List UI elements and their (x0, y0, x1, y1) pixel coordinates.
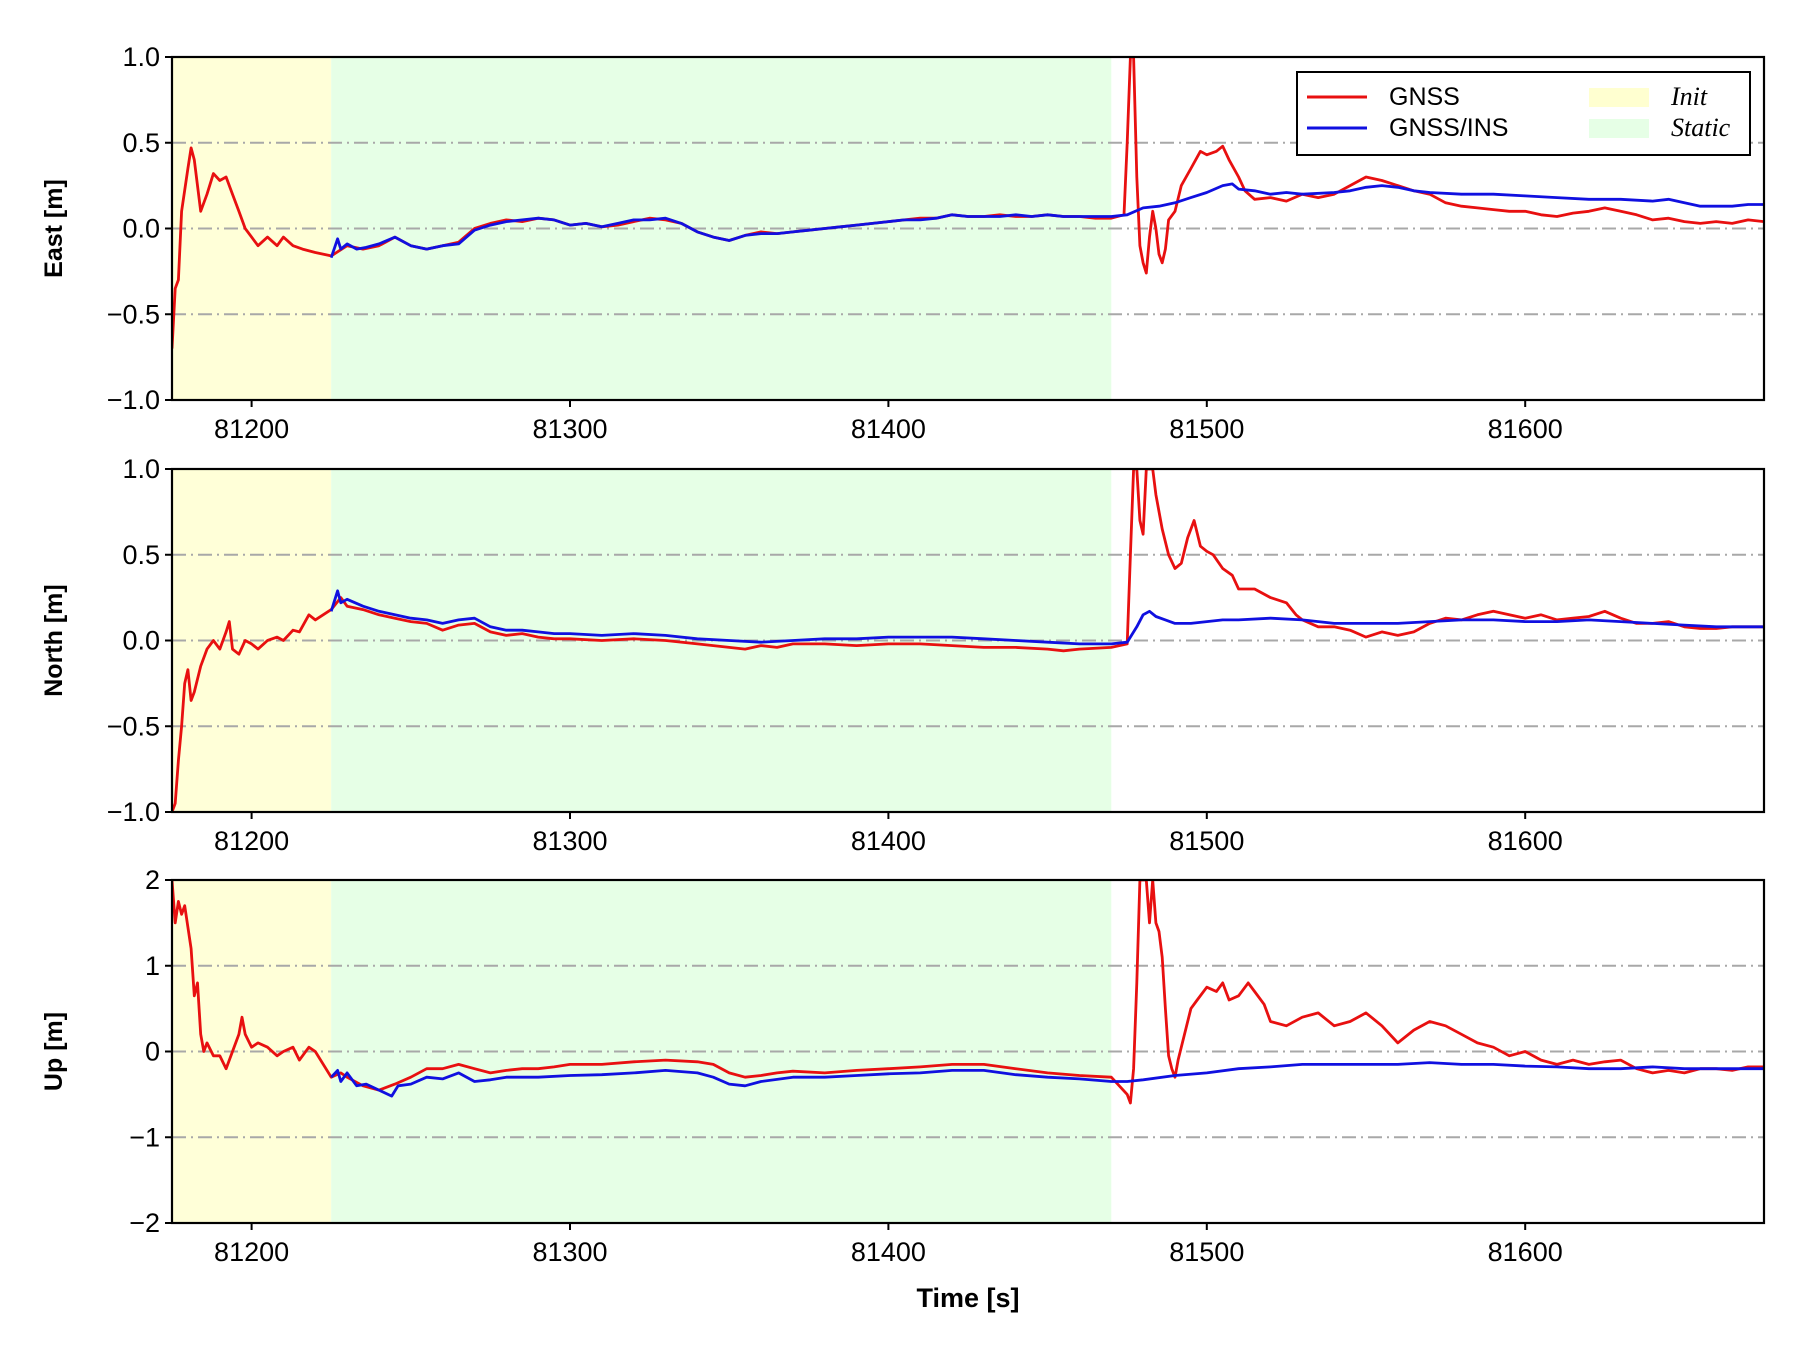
x-tick-label: 81600 (1488, 414, 1563, 444)
series-line-gnss-ins (330, 1061, 1764, 1098)
series-line-gnss-ins (329, 589, 1764, 646)
x-tick-label: 81200 (214, 414, 289, 444)
x-tick-label: 81400 (851, 1237, 926, 1267)
y-tick-label: 0.0 (122, 626, 160, 656)
y-axis-label: Up [m] (40, 1012, 68, 1091)
x-axis-label: Time [s] (916, 1283, 1019, 1313)
y-tick-label: 2 (145, 865, 160, 895)
y-tick-label: −0.5 (107, 299, 160, 329)
y-tick-label: −1.0 (107, 797, 160, 827)
legend-label: Init (1670, 82, 1708, 111)
y-tick-label: 0.0 (122, 214, 160, 244)
x-tick-label: 81500 (1169, 826, 1244, 856)
legend-box (1296, 71, 1751, 156)
series-line-gnss-ins (329, 182, 1764, 259)
series-group (172, 57, 1764, 349)
legend-item-gnss-ins: GNSS/INS (1307, 114, 1508, 142)
legend-item-static: Static (1589, 113, 1731, 142)
legend-label: Static (1671, 113, 1731, 142)
legend-label: GNSS/INS (1389, 114, 1508, 142)
y-tick-label: 0.5 (122, 128, 160, 158)
series-line-gnss (172, 880, 1764, 1105)
x-tick-label: 81400 (851, 414, 926, 444)
x-tick-label: 81300 (532, 414, 607, 444)
subplot-2: −1.0 −0.5 0.0 0.5 1.0 81200 81300 81400 81500 816… (40, 454, 1766, 856)
legend-item-init: Init (1589, 82, 1708, 111)
x-tick-label: 81400 (851, 826, 926, 856)
y-tick-label: −0.5 (107, 711, 160, 741)
y-tick-label: 1 (145, 951, 160, 981)
x-tick-label: 81300 (532, 826, 607, 856)
series-line-gnss (172, 469, 1764, 812)
x-tick-label: 81500 (1169, 1237, 1244, 1267)
y-tick-label: −2 (129, 1208, 160, 1238)
legend-patch-swatch (1589, 119, 1649, 138)
y-tick-label: 1.0 (122, 454, 160, 484)
series-group (172, 880, 1764, 1105)
y-tick-label: −1 (129, 1122, 160, 1152)
y-tick-label: 1.0 (122, 42, 160, 72)
y-tick-label: −1.0 (107, 385, 160, 415)
legend-item-gnss: GNSS (1307, 83, 1460, 111)
subplot-3: −2 −1 0 1 2 81200 81300 81400 81500 81600 Up [m] Ti… (40, 865, 1766, 1313)
y-tick-label: 0 (145, 1037, 160, 1067)
y-axis-label: North [m] (40, 584, 68, 696)
series-group (172, 469, 1764, 812)
y-axis-label: East [m] (40, 179, 68, 278)
legend-patch-swatch (1589, 88, 1649, 107)
x-tick-label: 81600 (1488, 826, 1563, 856)
legend-label: GNSS (1389, 83, 1460, 111)
x-tick-label: 81200 (214, 1237, 289, 1267)
subplot-group: −1.0 −0.5 0.0 0.5 1.0 81200 81300 81400 81500 816… (40, 42, 1766, 1313)
x-tick-label: 81300 (532, 1237, 607, 1267)
x-tick-label: 81200 (214, 826, 289, 856)
subplot-1: −1.0 −0.5 0.0 0.5 1.0 81200 81300 81400 81500 816… (40, 42, 1766, 444)
x-tick-label: 81600 (1488, 1237, 1563, 1267)
y-tick-label: 0.5 (122, 540, 160, 570)
x-tick-label: 81500 (1169, 414, 1244, 444)
